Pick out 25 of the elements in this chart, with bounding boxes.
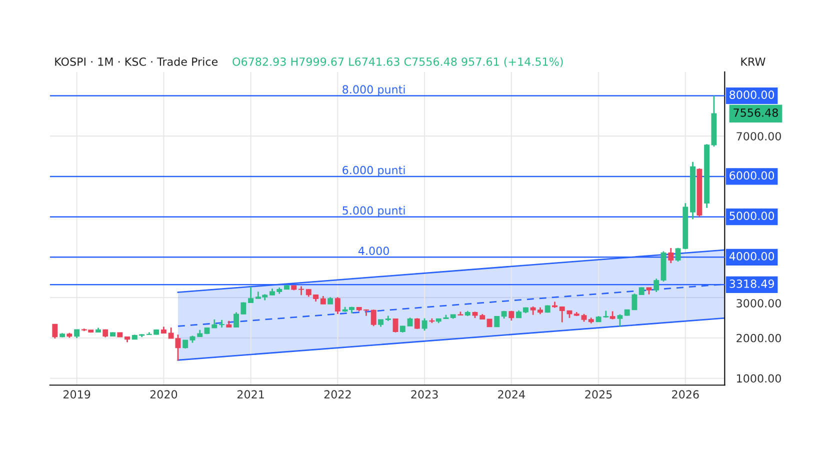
chart-title: KOSPI · 1M · KSC · Trade Price (55, 57, 218, 66)
x-tick-label: 2019 (63, 390, 90, 399)
y-tick-label: 1000.00 (737, 374, 781, 383)
x-tick-label: 2022 (324, 390, 351, 399)
x-tick-label: 2026 (672, 390, 699, 399)
ref-line-label: 5000.00 (730, 212, 774, 220)
annotation: 7556.48 (734, 108, 778, 117)
annotation: 6.000 punti (342, 166, 405, 176)
x-tick-label: 2023 (411, 390, 438, 399)
chart-subtitle: O6782.93 H7999.67 L6741.63 C7556.48 957.61 (+14.51%) (232, 57, 563, 68)
y-tick-label: 7000.00 (736, 132, 781, 140)
ref-line-label: 4000.00 (729, 252, 774, 260)
annotation: 8.000 punti (342, 84, 405, 96)
y-tick-label: 2000.00 (736, 334, 781, 342)
y-tick-label: 3000.00 (736, 299, 781, 308)
annotation: 4.000 (358, 246, 389, 256)
ref-line-label: 6000.00 (730, 171, 774, 180)
y-axis-title: KRW (741, 58, 766, 66)
annotation: 5.000 punti (342, 206, 405, 217)
ref-line-label: 8000.00 (730, 90, 774, 99)
x-tick-label: 2024 (498, 390, 525, 399)
ref-line-label: 3318.49 (730, 280, 774, 288)
x-tick-label: 2021 (237, 390, 264, 399)
x-tick-label: 2020 (150, 390, 178, 399)
x-tick-label: 2025 (585, 390, 612, 399)
